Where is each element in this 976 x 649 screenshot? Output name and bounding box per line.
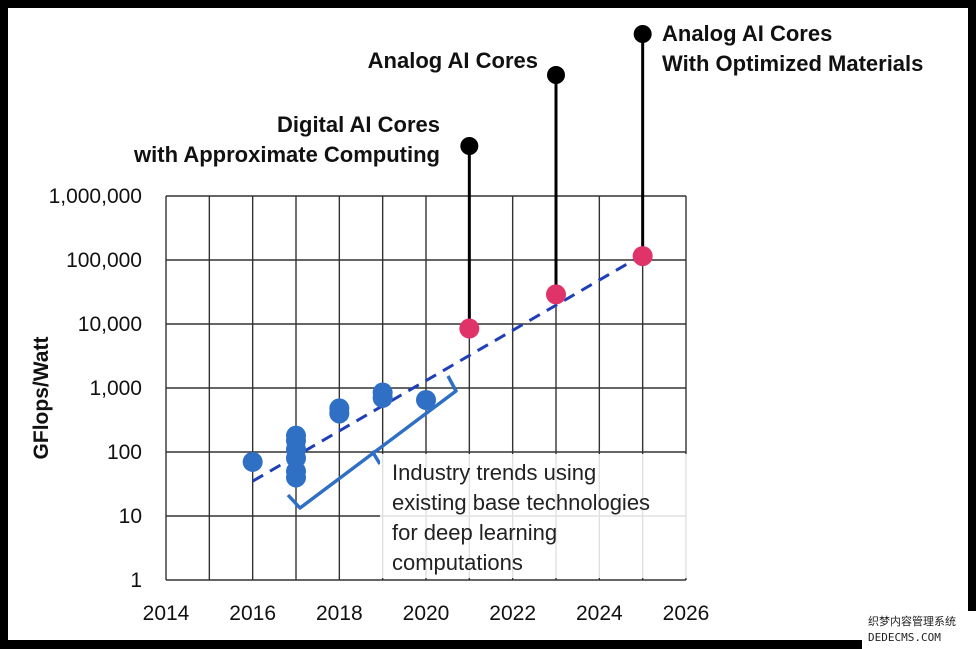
- annotation-head: [460, 137, 479, 155]
- annotation-text: With Optimized Materials: [662, 51, 923, 76]
- y-tick-label: 100,000: [66, 249, 142, 272]
- data-point: [546, 284, 566, 305]
- y-tick-label: 10: [119, 505, 142, 528]
- annotation-head: [547, 66, 565, 84]
- watermark-line-2: DEDECMS.COM: [868, 631, 941, 644]
- annotation-text: Digital AI Cores: [277, 112, 440, 137]
- annotation-head: [633, 25, 652, 43]
- annotation-text: Analog AI Cores: [368, 48, 538, 73]
- y-tick-label: 1,000,000: [49, 185, 142, 208]
- y-tick-labels: 1 10 100 1,000 10,000 100,000 1,000,000: [49, 185, 142, 592]
- y-tick-label: 1,000: [89, 377, 142, 400]
- x-tick-label: 2018: [316, 602, 363, 625]
- bracket-line: [286, 375, 458, 510]
- data-point: [286, 425, 306, 446]
- data-point: [416, 389, 436, 410]
- x-tick-label: 2016: [229, 602, 276, 625]
- x-tick-labels: 2014 2016 2018 2020 2022 2024 2026: [143, 602, 710, 625]
- x-tick-label: 2022: [489, 602, 536, 625]
- y-tick-label: 1: [130, 569, 142, 592]
- y-tick-label: 100: [107, 441, 142, 464]
- x-tick-label: 2024: [576, 602, 623, 625]
- data-point: [329, 398, 350, 419]
- chart-panel: 1 10 100 1,000 10,000 100,000 1,000,000 2014 20…: [8, 8, 968, 640]
- data-point: [459, 318, 480, 339]
- data-points: [242, 246, 653, 488]
- note-line: computations: [392, 550, 523, 575]
- x-tick-label: 2014: [143, 602, 190, 625]
- industry-trend-bracket: [286, 375, 458, 510]
- bracket-note: Industry trends using existing base techn…: [380, 454, 688, 578]
- data-point: [632, 246, 653, 267]
- x-tick-label: 2026: [663, 602, 710, 625]
- data-point: [372, 382, 393, 403]
- y-axis-label: GFlops/Watt: [30, 337, 53, 460]
- note-line: existing base technologies: [392, 490, 650, 515]
- note-line: Industry trends using: [392, 460, 596, 485]
- annotation-text: with Approximate Computing: [133, 142, 440, 167]
- note-line: for deep learning: [392, 520, 557, 545]
- trend-line: [251, 253, 644, 483]
- x-tick-label: 2020: [403, 602, 450, 625]
- data-point: [242, 451, 263, 472]
- annotation-text: Analog AI Cores: [662, 21, 832, 46]
- watermark-background: [862, 611, 976, 649]
- y-tick-label: 10,000: [78, 313, 142, 336]
- note-background: [380, 454, 688, 578]
- watermark-line-1: 织梦内容管理系统: [868, 614, 956, 628]
- annotations: Digital AI Cores with Approximate Computi…: [133, 21, 923, 329]
